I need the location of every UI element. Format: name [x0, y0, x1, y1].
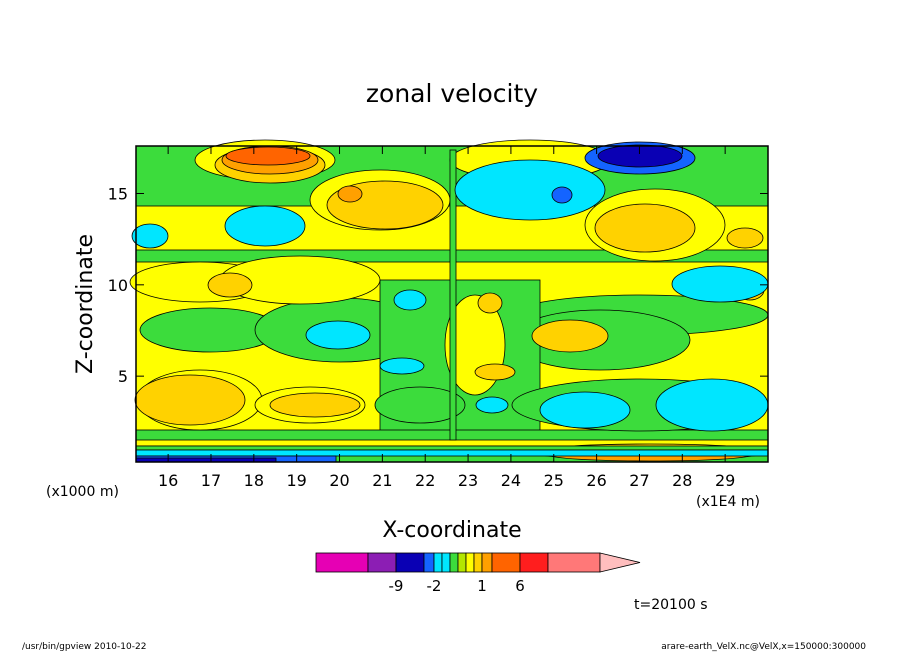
contour-region-50 — [135, 445, 769, 451]
colorbar-swatch-7 — [457, 552, 467, 573]
contour-region-48 — [551, 186, 573, 204]
contour-region-31 — [474, 363, 516, 381]
contour-region-45 — [671, 265, 769, 303]
contour-region-42 — [475, 396, 509, 414]
x-tick-label-21: 21 — [372, 471, 392, 490]
x-unit-left: (x1000 m) — [46, 484, 119, 500]
colorbar-swatch-8 — [465, 552, 475, 573]
y-tick-label-10: 10 — [108, 276, 128, 295]
contour-region-43 — [539, 391, 631, 429]
colorbar-swatch-6 — [449, 552, 459, 573]
x-tick-label-25: 25 — [544, 471, 564, 490]
colorbar-label-1: -2 — [427, 577, 442, 595]
contour-region-46 — [131, 223, 169, 249]
x-tick-label-23: 23 — [458, 471, 478, 490]
contour-region-29 — [726, 227, 764, 249]
colorbar-swatch-9 — [473, 552, 483, 573]
x-axis-ticks: 16 17 18 19 20 21 22 23 24 25 26 27 28 29 — [158, 146, 735, 490]
colorbar-swatch-13 — [547, 552, 601, 573]
contour-region-24 — [134, 374, 246, 426]
x-tick-label-27: 27 — [629, 471, 649, 490]
contour-region-20 — [449, 149, 457, 441]
plot-area — [129, 139, 769, 463]
contour-region-44 — [655, 378, 769, 432]
colorbar-swatch-2 — [395, 552, 425, 573]
plot-frame — [135, 145, 769, 463]
colorbar-label-0: -9 — [389, 577, 404, 595]
x-unit-right: (x1E4 m) — [696, 494, 760, 510]
chart-title: zonal velocity — [366, 79, 538, 108]
colorbar-label-2: 1 — [477, 577, 487, 595]
y-tick-label-5: 5 — [118, 367, 128, 386]
x-tick-label-16: 16 — [158, 471, 178, 490]
contour-region-25 — [269, 392, 361, 418]
x-tick-label-22: 22 — [415, 471, 435, 490]
contour-region-28 — [477, 292, 503, 314]
colorbar-swatch-4 — [433, 552, 443, 573]
contour-fields — [129, 139, 769, 463]
contour-region-51 — [135, 449, 769, 457]
contour-region-34 — [337, 185, 363, 203]
colorbar-swatch-1 — [367, 552, 397, 573]
contour-region-9 — [374, 386, 466, 424]
y-axis-ticks: 5 10 15 — [108, 184, 768, 386]
x-tick-label-24: 24 — [501, 471, 521, 490]
time-label: t=20100 s — [634, 597, 708, 613]
x-tick-label-17: 17 — [201, 471, 221, 490]
colorbar-arrow — [599, 552, 641, 573]
footer-left: /usr/bin/gpview 2010-10-22 — [22, 642, 147, 652]
contour-region-36 — [225, 146, 311, 166]
contour-region-23 — [594, 203, 696, 253]
contour-region-40 — [393, 289, 427, 311]
contour-region-26 — [531, 319, 609, 353]
x-tick-label-20: 20 — [329, 471, 349, 490]
x-tick-label-19: 19 — [286, 471, 306, 490]
footer-right: arare-earth_VelX.nc@VelX,x=150000:300000 — [661, 642, 866, 652]
colorbar-labels: -9 -2 1 6 — [389, 577, 525, 595]
y-tick-label-15: 15 — [108, 184, 128, 203]
colorbar-swatch-10 — [481, 552, 493, 573]
x-axis-label: X-coordinate — [382, 518, 521, 543]
x-tick-label-18: 18 — [244, 471, 264, 490]
contour-region-38 — [224, 205, 306, 247]
contour-region-41 — [379, 357, 425, 375]
x-tick-label-28: 28 — [672, 471, 692, 490]
x-tick-label-29: 29 — [715, 471, 735, 490]
colorbar-label-3: 6 — [515, 577, 525, 595]
contour-region-39 — [305, 320, 371, 350]
colorbar — [315, 552, 641, 573]
contour-region-27 — [207, 272, 253, 298]
y-axis-label: Z-coordinate — [73, 234, 98, 374]
colorbar-swatch-0 — [315, 552, 369, 573]
contour-region-37 — [454, 159, 606, 221]
x-tick-label-26: 26 — [586, 471, 606, 490]
colorbar-swatch-3 — [423, 552, 435, 573]
contour-region-49 — [597, 144, 683, 168]
colorbar-swatch-5 — [441, 552, 451, 573]
colorbar-swatch-12 — [519, 552, 549, 573]
colorbar-swatch-11 — [491, 552, 521, 573]
